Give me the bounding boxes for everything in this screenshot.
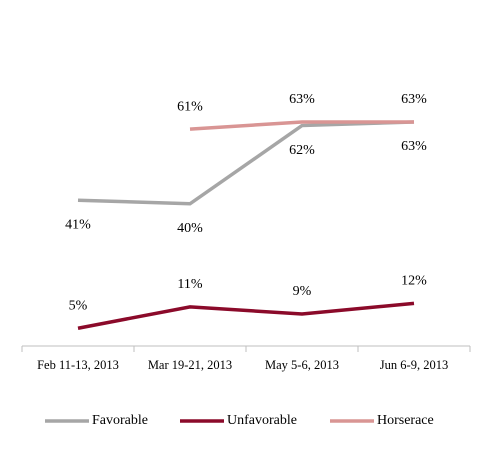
data-label: 12% <box>401 274 427 289</box>
data-label: 11% <box>177 277 202 292</box>
data-label: 9% <box>293 284 312 299</box>
x-tick-label: May 5-6, 2013 <box>265 358 339 372</box>
legend-label: Favorable <box>92 413 148 428</box>
data-label: 63% <box>401 92 427 107</box>
x-tick-label: Jun 6-9, 2013 <box>380 358 448 372</box>
legend-label: Unfavorable <box>227 413 297 428</box>
data-label: 62% <box>289 143 315 158</box>
data-label: 63% <box>401 139 427 154</box>
data-label: 5% <box>69 298 88 313</box>
series-line <box>77 120 415 206</box>
data-label: 40% <box>177 221 203 236</box>
data-label: 41% <box>65 217 91 232</box>
x-tick-label: Feb 11-13, 2013 <box>37 358 119 372</box>
data-label: 61% <box>177 99 203 114</box>
legend-label: Horserace <box>377 413 434 428</box>
data-label: 63% <box>289 92 315 107</box>
x-tick-label: Mar 19-21, 2013 <box>148 358 232 372</box>
series-line <box>189 120 414 131</box>
series-line <box>77 301 415 330</box>
